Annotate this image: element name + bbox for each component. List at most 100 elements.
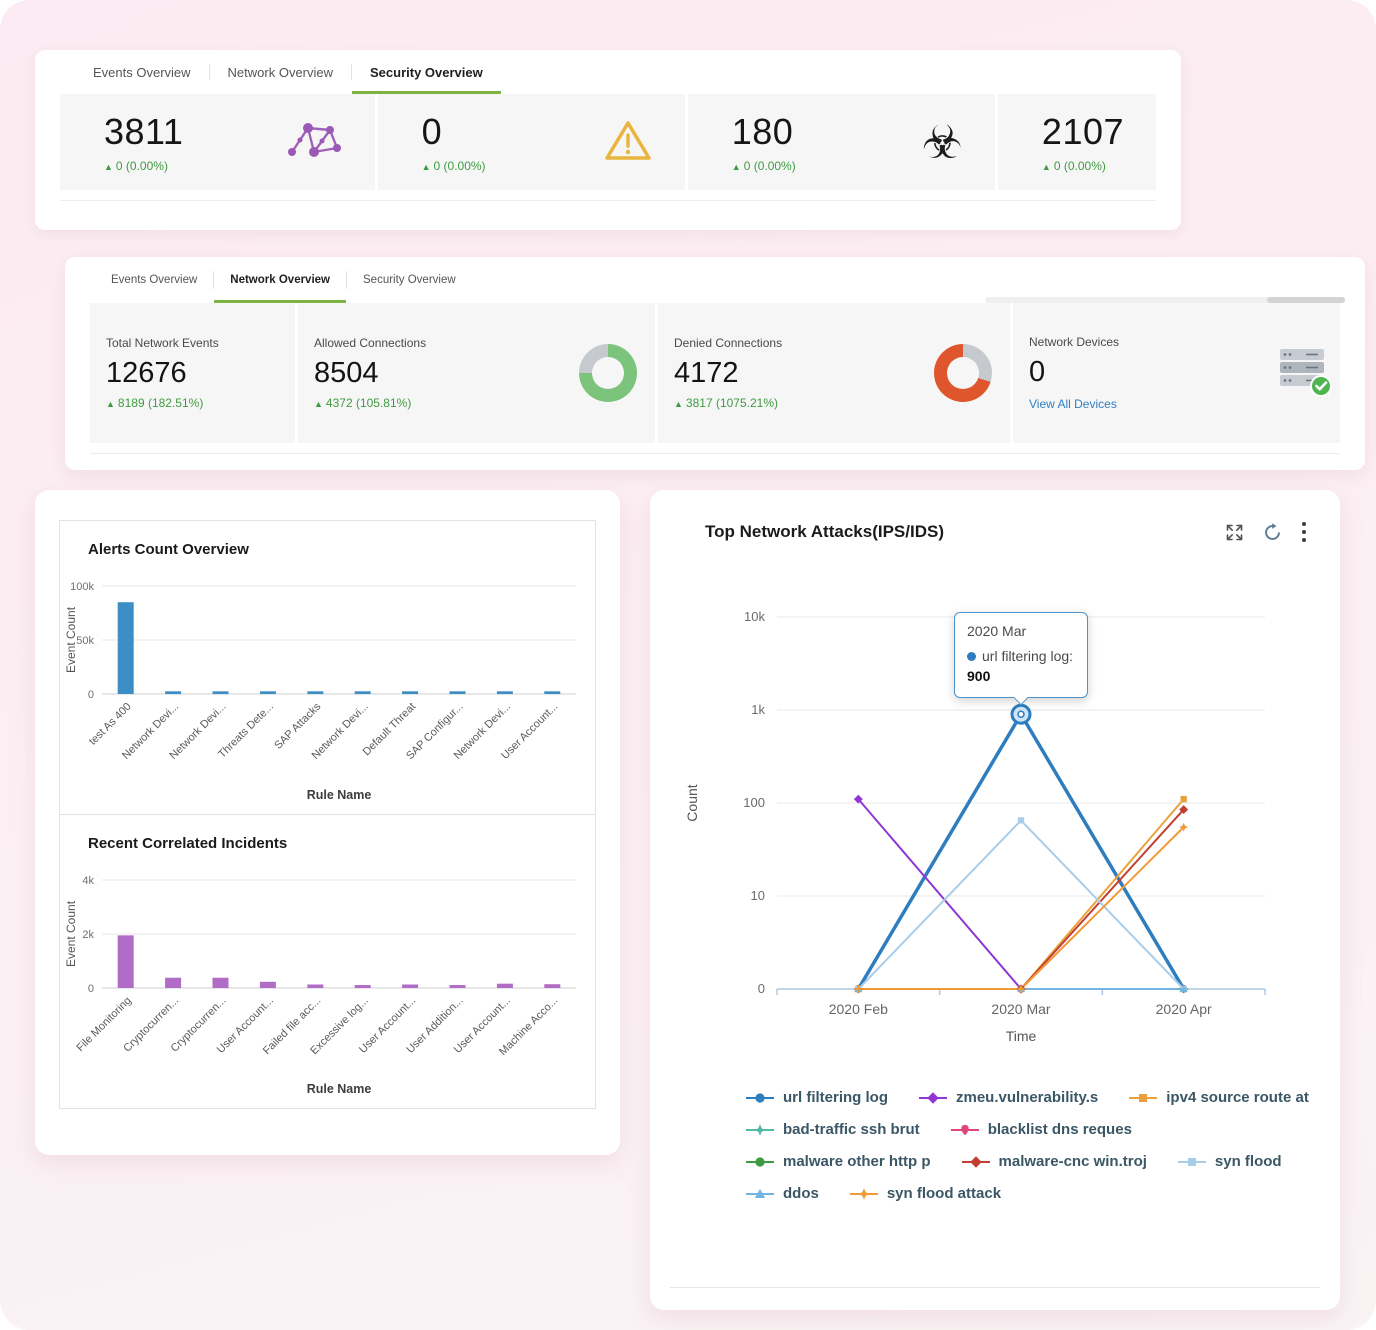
stat-value: 0 [1029, 356, 1046, 388]
stat-delta: ▲ 8189 (182.51%) [106, 396, 204, 410]
legend-item-ddos[interactable]: ddos [745, 1185, 819, 1202]
legend-item-syn-flood-attack[interactable]: syn flood attack [849, 1185, 1001, 1202]
stat-value: 12676 [106, 357, 187, 389]
svg-text:2k: 2k [82, 929, 94, 941]
tab-network-overview[interactable]: Network Overview [214, 257, 346, 303]
legend-item-ipv4-source-route-at[interactable]: ipv4 source route at [1128, 1089, 1309, 1106]
stat-warnings: 0 ▲ 0 (0.00%) [374, 94, 685, 190]
stat-delta: ▲ 0 (0.00%) [104, 159, 168, 173]
legend-label: ddos [783, 1185, 819, 1202]
stat-threats: 180 ▲ 0 (0.00%) ☣ [684, 94, 995, 190]
svg-text:Time: Time [1006, 1028, 1037, 1044]
divider [670, 1287, 1320, 1288]
svg-text:1k: 1k [751, 702, 765, 717]
legend-item-url-filtering-log[interactable]: url filtering log [745, 1089, 888, 1106]
svg-text:4k: 4k [82, 875, 94, 887]
stat-delta: ▲ 0 (0.00%) [1041, 159, 1106, 173]
svg-text:0: 0 [758, 981, 765, 996]
attacks-line-chart-area[interactable]: 0 10 100 1k 10k 2020 Feb 2020 Mar 2020 Apr Time C… [650, 594, 1340, 1059]
stat-value: 8504 [314, 357, 379, 389]
svg-text:10k: 10k [744, 609, 765, 624]
svg-text:100: 100 [743, 795, 765, 810]
divider [90, 453, 1340, 454]
pin-marker-icon [950, 1124, 979, 1135]
triangle-marker-icon [746, 1188, 774, 1198]
legend-label: syn flood [1214, 1153, 1282, 1170]
stat-value: 4172 [674, 357, 739, 389]
chart-tooltip: 2020 Mar url filtering log: 900 [954, 612, 1088, 698]
up-triangle-icon: ▲ [106, 399, 115, 409]
star-marker-icon [849, 1187, 878, 1200]
stat-network-devices: Network Devices 0 View All Devices [1010, 303, 1340, 443]
view-all-devices-link[interactable]: View All Devices [1029, 397, 1117, 411]
stat-value: 3811 [104, 111, 184, 152]
legend-item-blacklist-dns-reques[interactable]: blacklist dns reques [950, 1121, 1132, 1138]
top-network-attacks-card: Top Network Attacks(IPS/IDS) [650, 490, 1340, 1310]
tooltip-body: url filtering log: 900 [967, 648, 1074, 685]
tab-divider [351, 64, 353, 80]
square-marker-icon [1129, 1093, 1158, 1102]
chart-toolbar [1226, 520, 1306, 544]
tab-network-overview[interactable]: Network Overview [227, 64, 334, 80]
stat-value: 2107 [1041, 111, 1125, 152]
scrollbar-thumb[interactable] [1267, 297, 1345, 303]
svg-text:Rule Name: Rule Name [307, 788, 372, 802]
refresh-icon[interactable] [1263, 522, 1282, 542]
correlated-incidents-title: Recent Correlated Incidents [88, 835, 288, 852]
tooltip-heading: 2020 Mar [967, 623, 1027, 639]
stat-delta: ▲ 0 (0.00%) [421, 159, 486, 173]
svg-text:Event Count: Event Count [64, 900, 78, 967]
circle-marker-icon [746, 1156, 774, 1167]
star-marker-icon [746, 1123, 774, 1136]
alerts-incidents-card: Alerts Count Overview 0 50k 100k test As 40… [35, 490, 620, 1155]
security-stats-strip: 3811 ▲ 0 (0.00%) [60, 94, 1156, 190]
more-options-icon[interactable] [1302, 520, 1306, 544]
tab-events-overview[interactable]: Events Overview [93, 64, 191, 80]
network-card-tabs: Events Overview Network Overview Securit… [65, 257, 1365, 303]
square-marker-icon [1177, 1157, 1206, 1166]
up-triangle-icon: ▲ [731, 162, 741, 172]
legend-item-syn-flood[interactable]: syn flood [1177, 1153, 1282, 1170]
svg-text:Count: Count [684, 784, 700, 821]
series-dot-icon [967, 652, 976, 661]
stat-delta: ▲ 4372 (105.81%) [314, 396, 412, 410]
alerts-count-section: Alerts Count Overview 0 50k 100k test As 40… [60, 521, 595, 814]
divider [60, 814, 595, 815]
threat-network-icon [285, 118, 343, 167]
stat-label: Denied Connections [674, 336, 783, 350]
up-triangle-icon: ▲ [314, 399, 323, 409]
circle-marker-icon [746, 1092, 774, 1103]
server-check-icon [1272, 344, 1334, 403]
warning-triangle-icon [603, 118, 653, 167]
correlated-incidents-section: Recent Correlated Incidents 0 2k 4k File Mo… [60, 815, 595, 1108]
divider [60, 200, 1156, 201]
svg-text:10: 10 [751, 888, 765, 903]
legend-label: malware other http p [783, 1153, 931, 1170]
legend-item-malware-other-http-p[interactable]: malware other http p [745, 1153, 931, 1170]
tab-events-overview[interactable]: Events Overview [111, 274, 198, 286]
legend-label: url filtering log [783, 1089, 888, 1106]
fullscreen-icon[interactable] [1226, 524, 1243, 541]
attacks-card-header: Top Network Attacks(IPS/IDS) [650, 490, 1340, 544]
legend-item-malware-cnc-win-troj[interactable]: malware-cnc win.troj [961, 1153, 1147, 1170]
tab-divider [213, 271, 215, 289]
svg-text:0: 0 [88, 983, 94, 995]
security-overview-card: Events Overview Network Overview Securit… [35, 50, 1181, 230]
stat-security-events: 3811 ▲ 0 (0.00%) [60, 94, 375, 190]
tab-security-overview[interactable]: Security Overview [363, 274, 456, 286]
legend-item-zmeu-vulnerability-s[interactable]: zmeu.vulnerability.s [918, 1089, 1098, 1106]
up-triangle-icon: ▲ [674, 399, 683, 409]
stat-value: 180 [731, 111, 794, 152]
legend-item-bad-traffic-ssh-brut[interactable]: bad-traffic ssh brut [745, 1121, 920, 1138]
svg-text:2020 Mar: 2020 Mar [991, 1001, 1050, 1017]
attacks-line-chart[interactable]: 0 10 100 1k 10k 2020 Feb 2020 Mar 2020 Apr Time C… [665, 594, 1325, 1054]
stat-label: Allowed Connections [314, 336, 427, 350]
horizontal-scrollbar[interactable] [985, 297, 1345, 303]
stat-value: 0 [421, 111, 443, 152]
alerts-count-title: Alerts Count Overview [88, 541, 249, 558]
svg-text:test As 400: test As 400 [87, 701, 134, 748]
security-card-tabs: Events Overview Network Overview Securit… [35, 50, 1181, 94]
tab-security-overview[interactable]: Security Overview [352, 50, 501, 94]
